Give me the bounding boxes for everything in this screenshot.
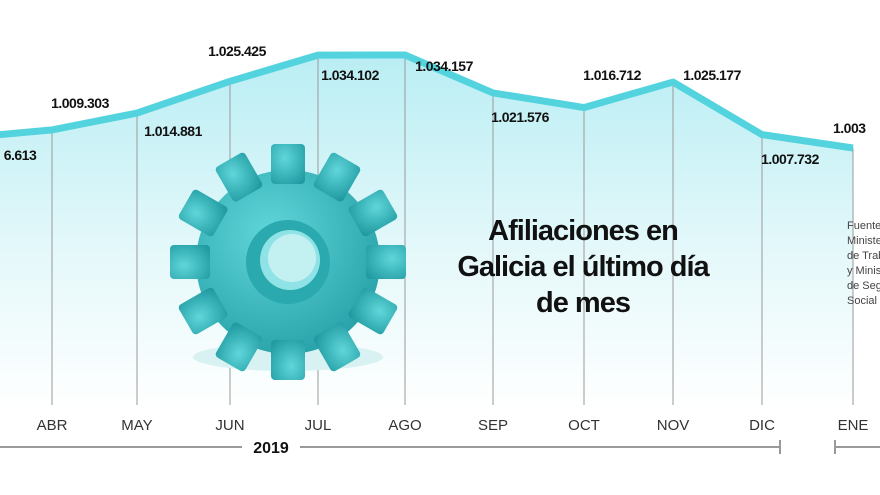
value-label: 1.021.576 [491, 109, 549, 125]
source-note: Fuente:Ministeriode Trabajoy Ministeriod… [847, 220, 880, 307]
x-tick-label: SEP [478, 417, 508, 434]
value-label: 1.034.157 [415, 58, 473, 74]
gear-icon [170, 144, 406, 380]
value-label: 1.009.303 [51, 95, 109, 111]
chart-title: Afiliaciones en Galicia el último día de m… [457, 215, 710, 319]
x-tick-label: MAY [121, 417, 152, 434]
x-tick-label: JUL [305, 417, 332, 434]
x-tick-label: ENE [838, 417, 869, 434]
area [0, 55, 853, 410]
value-label: 1.025.425 [208, 43, 266, 59]
x-tick-label: DIC [749, 417, 775, 434]
x-tick-label: OCT [568, 417, 600, 434]
value-label: 1.016.712 [583, 67, 641, 83]
line [0, 51, 854, 152]
x-tick-label: ABR [37, 417, 68, 434]
value-label: 1.014.881 [144, 123, 202, 139]
value-label: 1.003 [833, 120, 866, 136]
value-label: 1.025.177 [683, 67, 741, 83]
period-label: 2019 [253, 440, 289, 457]
value-label: 1.034.102 [321, 67, 379, 83]
plot-area: ABR MAY JUN JUL AGO SEP OCT NOV DIC ENE 6.613 1.009… [0, 43, 868, 434]
period-bg [242, 437, 300, 457]
value-label: 1.007.732 [761, 151, 819, 167]
value-label: 6.613 [4, 147, 37, 163]
x-tick-label: AGO [388, 417, 421, 434]
x-tick-label: JUN [215, 417, 244, 434]
x-tick-label: NOV [657, 417, 690, 434]
